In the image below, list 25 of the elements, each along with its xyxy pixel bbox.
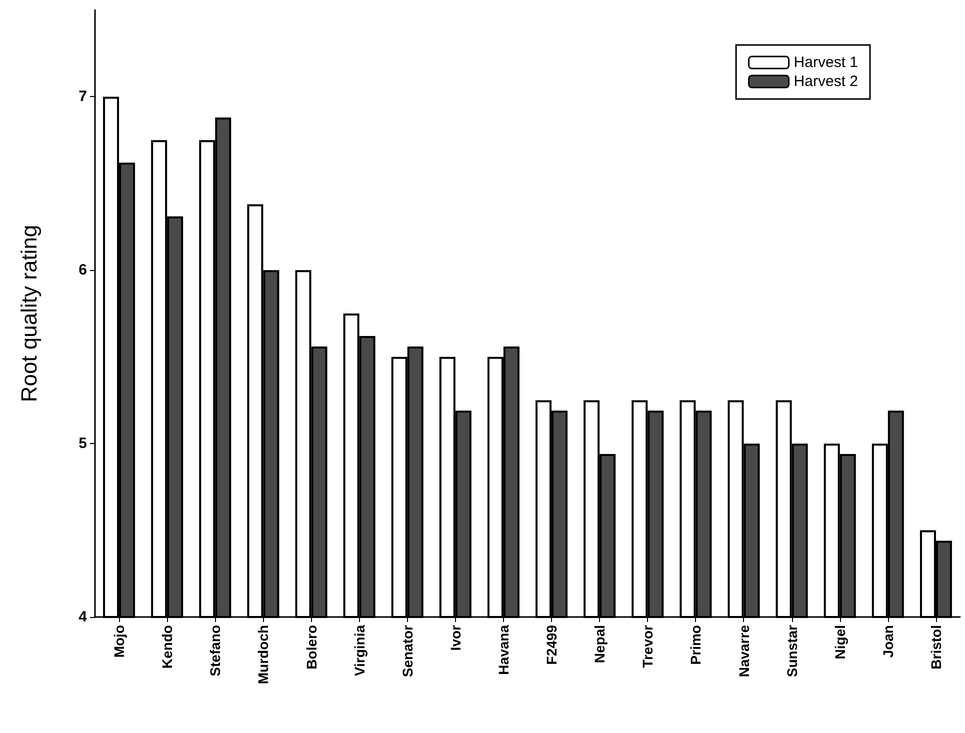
x-tick-label: Nigel <box>832 625 848 660</box>
x-tick-label: Senator <box>399 624 416 678</box>
x-tick-label: Kendo <box>159 625 176 669</box>
y-axis-title: Root quality rating <box>16 224 42 402</box>
x-tick-label: Murdoch <box>255 625 272 684</box>
x-tick-label: Joan <box>880 625 896 658</box>
y-tick-label: 4 <box>78 608 88 626</box>
x-tick-label: Sunstar <box>784 624 800 678</box>
y-tick-label: 5 <box>78 435 87 452</box>
y-tick-label: 7 <box>78 88 87 106</box>
x-tick-label: Navarre <box>736 624 752 678</box>
x-tick-label: Ivor <box>447 624 464 651</box>
x-tick-label: Bristol <box>928 625 944 670</box>
x-tick-label: Stefano <box>207 625 224 676</box>
y-tick-label: 6 <box>78 262 87 279</box>
x-tick-label: Bolero <box>303 625 320 670</box>
x-tick-label: Havana <box>495 624 512 675</box>
x-tick-label: Mojo <box>111 625 128 658</box>
x-tick-label: Virginia <box>351 624 368 676</box>
x-tick-label: Primo <box>688 625 704 665</box>
legend-label: Harvest 2 <box>794 73 858 90</box>
legend-label: Harvest 1 <box>794 54 858 71</box>
x-tick-label: Trevor <box>640 624 656 668</box>
x-tick-label: Nepal <box>592 625 608 664</box>
x-tick-label: F2499 <box>544 624 560 665</box>
